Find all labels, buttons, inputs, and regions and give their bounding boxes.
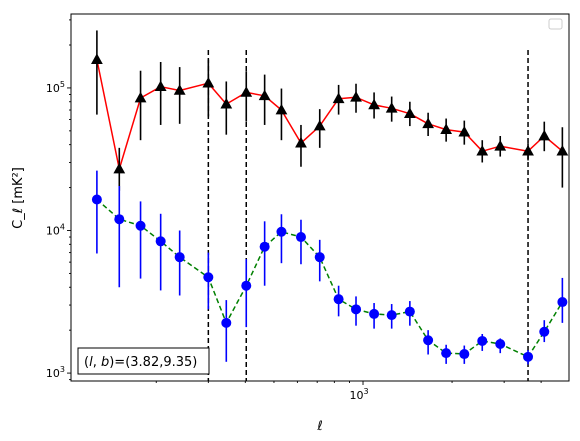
series-1-point-3 bbox=[134, 91, 147, 103]
y-tick-label: 104 bbox=[46, 223, 65, 238]
series-1-point-18 bbox=[422, 117, 435, 129]
series-2-point-12 bbox=[314, 252, 325, 263]
series-2-point-6 bbox=[203, 272, 214, 283]
series-2-point-1 bbox=[91, 194, 102, 205]
svg-text:(l, b)=(3.82,9.35): (l, b)=(3.82,9.35) bbox=[84, 355, 197, 370]
series-1-point-20 bbox=[458, 125, 471, 137]
series-2-point-7 bbox=[221, 317, 232, 328]
series-2-point-8 bbox=[241, 280, 252, 291]
series-1-point-1 bbox=[91, 53, 103, 64]
series-1-point-16 bbox=[385, 102, 398, 113]
series-1-point-21 bbox=[476, 144, 489, 156]
x-tick-label: 103 bbox=[349, 387, 368, 402]
y-axis-label: C_ℓ [mK²] bbox=[11, 167, 26, 229]
series-2-point-3 bbox=[135, 220, 146, 231]
series-2-point-25 bbox=[557, 297, 568, 308]
series-1-point-5 bbox=[173, 84, 186, 95]
series-2-point-24 bbox=[539, 326, 550, 337]
annotation-comma: , bbox=[93, 355, 101, 370]
series-1-point-15 bbox=[368, 98, 380, 110]
series-1-point-7 bbox=[220, 97, 233, 109]
series-2-point-13 bbox=[333, 294, 344, 305]
series-2-point-18 bbox=[423, 335, 434, 346]
series-1-point-10 bbox=[275, 103, 288, 115]
series-2-point-21 bbox=[477, 335, 488, 346]
series-2-point-17 bbox=[404, 306, 415, 317]
series-1-point-9 bbox=[258, 89, 271, 101]
annotation-l: l bbox=[89, 355, 93, 370]
series-1-point-22 bbox=[494, 140, 507, 151]
series-1-point-13 bbox=[332, 92, 345, 104]
legend-box bbox=[548, 18, 563, 30]
series-1-point-6 bbox=[202, 76, 215, 88]
annotation-open: ( bbox=[84, 355, 89, 370]
x-axis-label: ℓ bbox=[316, 419, 322, 434]
series-2 bbox=[91, 170, 568, 365]
series-1-point-12 bbox=[313, 119, 326, 131]
series-2-point-16 bbox=[386, 310, 397, 321]
series-2-point-14 bbox=[351, 304, 362, 315]
series-2-point-15 bbox=[369, 308, 380, 319]
series-2-point-22 bbox=[495, 338, 506, 349]
series-1-point-8 bbox=[240, 86, 253, 97]
y-tick-label: 103 bbox=[46, 365, 65, 380]
series-2-point-10 bbox=[276, 226, 287, 237]
series-1-point-14 bbox=[350, 91, 362, 102]
annotation-values: )=(3.82,9.35) bbox=[109, 355, 197, 370]
series-1-point-24 bbox=[538, 129, 551, 141]
series-1-point-23 bbox=[522, 144, 534, 156]
series-2-point-11 bbox=[295, 232, 306, 243]
series-1-point-4 bbox=[154, 80, 167, 92]
series-2-point-4 bbox=[155, 236, 166, 247]
series-2-point-20 bbox=[459, 349, 470, 360]
series-2-point-5 bbox=[174, 252, 185, 263]
series-2-point-23 bbox=[523, 351, 534, 362]
series-1-point-19 bbox=[440, 123, 453, 134]
series-2-point-9 bbox=[259, 241, 270, 252]
series-1-point-11 bbox=[295, 136, 307, 148]
series-1-point-25 bbox=[556, 144, 569, 156]
axis-ticks: 103 104 105 103 bbox=[46, 19, 542, 402]
series-2-point-2 bbox=[114, 214, 125, 225]
annotation-b: b bbox=[101, 355, 109, 370]
series-1-point-2 bbox=[113, 162, 126, 174]
axes-frame bbox=[70, 13, 570, 382]
series-1-point-17 bbox=[403, 107, 416, 118]
series-2-point-19 bbox=[441, 348, 452, 359]
series-1 bbox=[91, 30, 569, 191]
annotation-box: (l, b)=(3.82,9.35) bbox=[77, 347, 210, 375]
plot-area bbox=[91, 30, 569, 381]
y-tick-label: 105 bbox=[46, 80, 65, 95]
